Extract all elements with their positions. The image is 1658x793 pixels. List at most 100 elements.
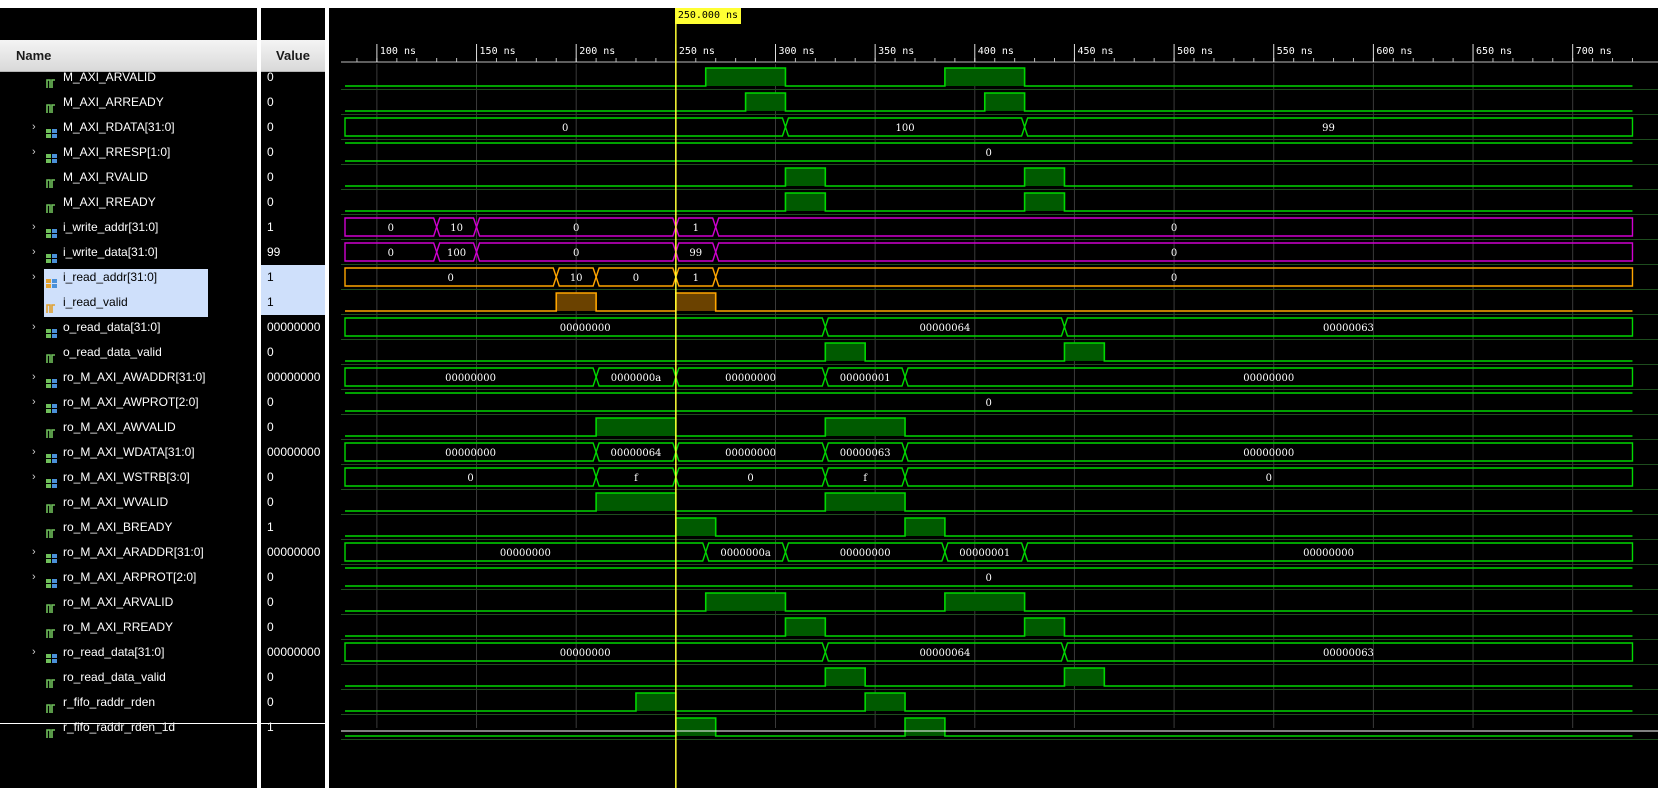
expand-chevron-icon[interactable]: › bbox=[32, 121, 36, 133]
signal-row[interactable]: › ro_M_AXI_WDATA[31:0] bbox=[0, 440, 257, 465]
expand-chevron-icon[interactable]: › bbox=[32, 271, 36, 283]
bus-value-label: 00000063 bbox=[1323, 323, 1374, 334]
signal-name: M_AXI_ARVALID bbox=[63, 70, 156, 84]
waveform-canvas[interactable]: 100 ns 150 ns 200 ns 250 ns 300 ns 350 ns 400 … bbox=[329, 8, 1658, 788]
bus-icon bbox=[46, 223, 57, 238]
bus-segment bbox=[904, 442, 1634, 462]
signal-value[interactable]: 0 bbox=[267, 95, 274, 109]
signal-row[interactable]: › ro_M_AXI_AWADDR[31:0] bbox=[0, 365, 257, 390]
bit-waveform bbox=[345, 167, 1633, 187]
signal-value[interactable]: 0 bbox=[267, 570, 274, 584]
signal-value[interactable]: 0 bbox=[267, 395, 274, 409]
signal-value-panel[interactable]: Value 0 0 0 0 0 0 1 99 1 1 00000000 0 00000000 0 0 0000… bbox=[261, 8, 325, 788]
signal-row[interactable]: ro_M_AXI_AWVALID bbox=[0, 415, 257, 440]
signal-row[interactable]: r_fifo_raddr_rden_1d bbox=[0, 715, 257, 740]
signal-value[interactable]: 1 bbox=[267, 720, 274, 734]
bit-waveform bbox=[345, 92, 1633, 112]
signal-value[interactable]: 0 bbox=[267, 695, 274, 709]
signal-value[interactable]: 00000000 bbox=[267, 445, 321, 459]
expand-chevron-icon[interactable]: › bbox=[32, 246, 36, 258]
signal-value[interactable]: 0 bbox=[267, 170, 274, 184]
name-column-header[interactable]: Name bbox=[0, 40, 257, 72]
signal-row[interactable]: › o_read_data[31:0] bbox=[0, 315, 257, 340]
waveform-panel[interactable]: 100 ns 150 ns 200 ns 250 ns 300 ns 350 ns 400 … bbox=[329, 8, 1658, 788]
signal-value[interactable]: 00000000 bbox=[267, 545, 321, 559]
signal-row[interactable]: M_AXI_RREADY bbox=[0, 190, 257, 215]
high-pulse-fill bbox=[1064, 668, 1105, 686]
cursor-time-label[interactable]: 250.000 ns bbox=[674, 8, 742, 24]
signal-row[interactable]: M_AXI_RVALID bbox=[0, 165, 257, 190]
signal-value[interactable]: 0 bbox=[267, 470, 274, 484]
bus-icon bbox=[46, 573, 57, 588]
bus-icon bbox=[46, 448, 57, 463]
signal-value[interactable]: 0 bbox=[267, 120, 274, 134]
bus-value-label: 00000000 bbox=[1243, 373, 1294, 384]
signal-row[interactable]: ro_M_AXI_RREADY bbox=[0, 615, 257, 640]
signal-row[interactable]: r_fifo_raddr_rden bbox=[0, 690, 257, 715]
expand-chevron-icon[interactable]: › bbox=[32, 571, 36, 583]
bus-segment bbox=[904, 467, 1634, 487]
signal-row[interactable]: › ro_M_AXI_ARADDR[31:0] bbox=[0, 540, 257, 565]
signal-row[interactable]: ro_M_AXI_BREADY bbox=[0, 515, 257, 540]
signal-value[interactable]: 0 bbox=[267, 595, 274, 609]
signal-value[interactable]: 1 bbox=[267, 520, 274, 534]
signal-value[interactable]: 0 bbox=[267, 420, 274, 434]
bus-icon bbox=[46, 548, 57, 563]
signal-row[interactable]: ro_M_AXI_ARVALID bbox=[0, 590, 257, 615]
signal-row[interactable]: › ro_read_data[31:0] bbox=[0, 640, 257, 665]
bus-value-label: 0 bbox=[1171, 273, 1177, 284]
expand-chevron-icon[interactable]: › bbox=[32, 146, 36, 158]
signal-row[interactable]: › i_read_addr[31:0] bbox=[0, 265, 257, 290]
signal-value[interactable]: 00000000 bbox=[267, 645, 321, 659]
signal-value[interactable]: 0 bbox=[267, 670, 274, 684]
signal-value[interactable]: 0 bbox=[267, 145, 274, 159]
signal-row[interactable]: ro_M_AXI_WVALID bbox=[0, 490, 257, 515]
expand-chevron-icon[interactable]: › bbox=[32, 546, 36, 558]
bit-waveform bbox=[345, 667, 1633, 687]
signal-value[interactable]: 1 bbox=[261, 290, 325, 315]
wave-divider[interactable] bbox=[325, 8, 329, 788]
signal-value[interactable]: 0 bbox=[267, 345, 274, 359]
signal-row[interactable]: › i_write_data[31:0] bbox=[0, 240, 257, 265]
signal-value[interactable]: 0 bbox=[267, 495, 274, 509]
bus-value-label: 0 bbox=[1171, 223, 1177, 234]
high-pulse-fill bbox=[596, 418, 676, 436]
bus-value-label: 00000000 bbox=[840, 548, 891, 559]
value-column-header[interactable]: Value bbox=[261, 40, 325, 72]
signal-value[interactable]: 0 bbox=[267, 70, 274, 84]
expand-chevron-icon[interactable]: › bbox=[32, 396, 36, 408]
high-pulse-fill bbox=[785, 168, 826, 186]
signal-row[interactable]: › M_AXI_RRESP[1:0] bbox=[0, 140, 257, 165]
signal-row[interactable]: › ro_M_AXI_WSTRB[3:0] bbox=[0, 465, 257, 490]
signal-value[interactable]: 0 bbox=[267, 620, 274, 634]
signal-name: M_AXI_RVALID bbox=[63, 170, 148, 184]
expand-chevron-icon[interactable]: › bbox=[32, 471, 36, 483]
signal-name-panel[interactable]: Name M_AXI_ARVALID M_AXI_ARREADY › M_AXI_RD… bbox=[0, 8, 257, 788]
signal-row[interactable]: › i_write_addr[31:0] bbox=[0, 215, 257, 240]
signal-value[interactable]: 00000000 bbox=[267, 320, 321, 334]
high-pulse-fill bbox=[865, 693, 906, 711]
signal-value[interactable]: 0 bbox=[267, 195, 274, 209]
column-divider[interactable] bbox=[257, 8, 261, 788]
expand-chevron-icon[interactable]: › bbox=[32, 221, 36, 233]
expand-chevron-icon[interactable]: › bbox=[32, 646, 36, 658]
expand-chevron-icon[interactable]: › bbox=[32, 446, 36, 458]
signal-row[interactable]: o_read_data_valid bbox=[0, 340, 257, 365]
signal-value[interactable]: 1 bbox=[267, 220, 274, 234]
expand-chevron-icon[interactable]: › bbox=[32, 321, 36, 333]
signal-value[interactable]: 99 bbox=[267, 245, 281, 259]
signal-row[interactable]: ro_read_data_valid bbox=[0, 665, 257, 690]
bus-segment bbox=[345, 567, 1633, 587]
signal-value[interactable]: 1 bbox=[261, 265, 325, 290]
high-pulse-fill bbox=[596, 493, 676, 511]
bit-icon bbox=[46, 498, 57, 513]
signal-row[interactable]: i_read_valid bbox=[0, 290, 257, 315]
signal-row[interactable]: › ro_M_AXI_AWPROT[2:0] bbox=[0, 390, 257, 415]
time-tick-label: 700 ns bbox=[1576, 46, 1612, 57]
signal-row[interactable]: M_AXI_ARVALID bbox=[0, 65, 257, 90]
signal-row[interactable]: › ro_M_AXI_ARPROT[2:0] bbox=[0, 565, 257, 590]
signal-row[interactable]: › M_AXI_RDATA[31:0] bbox=[0, 115, 257, 140]
signal-value[interactable]: 00000000 bbox=[267, 370, 321, 384]
expand-chevron-icon[interactable]: › bbox=[32, 371, 36, 383]
signal-row[interactable]: M_AXI_ARREADY bbox=[0, 90, 257, 115]
